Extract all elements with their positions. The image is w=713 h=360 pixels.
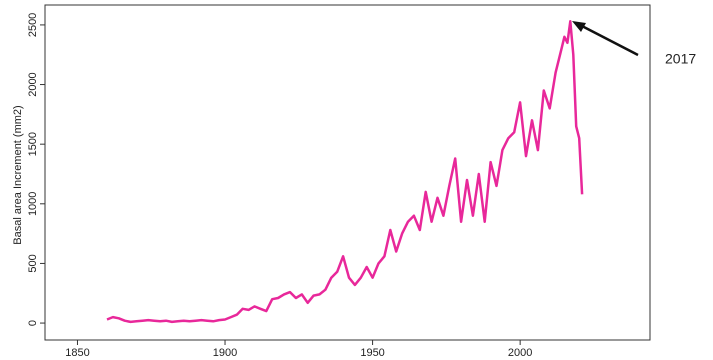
y-tick-label: 1500: [27, 132, 39, 156]
x-tick-label: 1950: [360, 347, 384, 359]
y-axis-label: Basal area Increment (mm2): [12, 105, 24, 244]
plot-frame: [44, 4, 651, 341]
y-tick-label: 1000: [27, 192, 39, 216]
data-line: [106, 20, 584, 324]
x-tick-label: 1900: [213, 347, 237, 359]
annotation: 2017: [665, 51, 696, 67]
y-tick-label: 500: [27, 254, 39, 272]
annotation-arrowhead: [572, 21, 586, 32]
x-tick-label: 1850: [65, 347, 89, 359]
y-tick-label: 2000: [27, 72, 39, 96]
x-tick-label: 2000: [508, 347, 532, 359]
y-tick-label: 0: [27, 320, 39, 326]
y-tick-label: 2500: [27, 13, 39, 37]
annotation-arrow: [579, 23, 639, 57]
